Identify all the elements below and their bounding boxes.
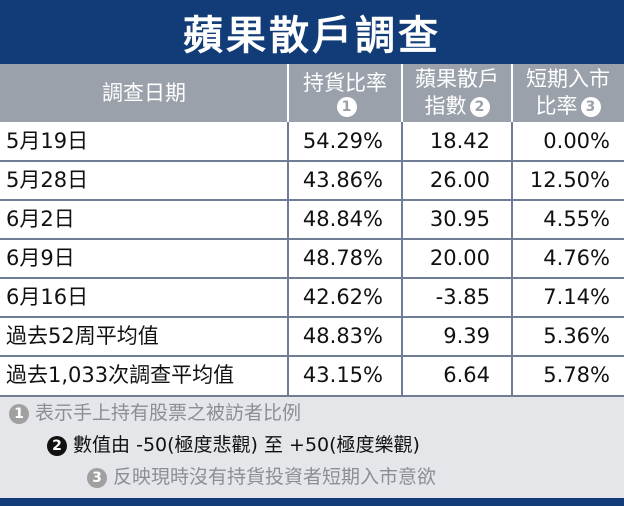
row-divider xyxy=(0,277,624,279)
cell-holding: 54.29% xyxy=(302,129,383,153)
cell-short: 4.76% xyxy=(543,246,610,270)
badge-2-icon: 2 xyxy=(469,97,490,117)
badge-1-icon: 1 xyxy=(9,403,29,424)
footnotes: 1 表示手上持有股票之被訪者比例 2 數值由 -50(極度悲觀) 至 +50(極… xyxy=(0,397,624,498)
badge-2-icon: 2 xyxy=(47,435,67,456)
header-divider xyxy=(511,64,513,122)
table-row: 6月2日 48.84% 30.95 4.55% xyxy=(0,200,624,239)
header-divider xyxy=(401,64,403,122)
cell-holding: 43.86% xyxy=(302,168,383,192)
cell-index: 26.00 xyxy=(429,168,490,192)
cell-short: 0.00% xyxy=(543,129,610,153)
cell-date: 6月2日 xyxy=(6,207,75,231)
row-divider xyxy=(0,199,624,201)
badge-3-icon: 3 xyxy=(580,97,601,117)
footnote-text: 反映現時沒有持貨投資者短期入市意欲 xyxy=(113,466,437,488)
footnote-1: 1 表示手上持有股票之被訪者比例 xyxy=(6,399,301,427)
table-row: 6月9日 48.78% 20.00 4.76% xyxy=(0,239,624,278)
cell-short: 5.78% xyxy=(543,363,610,387)
footnote-text: 數值由 -50(極度悲觀) 至 +50(極度樂觀) xyxy=(73,434,420,456)
column-divider xyxy=(287,122,289,397)
cell-holding: 48.78% xyxy=(302,246,383,270)
header-index: 蘋果散戶 指數 2 xyxy=(402,64,512,122)
header-holding: 持貨比率 1 xyxy=(288,64,402,122)
bottom-bar xyxy=(0,498,624,506)
cell-index: 6.64 xyxy=(443,363,490,387)
cell-index: -3.85 xyxy=(435,285,490,309)
footnote-text: 表示手上持有股票之被訪者比例 xyxy=(35,402,302,424)
title-bar: 蘋果散戶調查 xyxy=(0,0,624,64)
row-divider xyxy=(0,355,624,357)
column-divider xyxy=(511,122,513,397)
table-title: 蘋果散戶調查 xyxy=(183,13,441,59)
cell-holding: 48.84% xyxy=(302,207,383,231)
header-index-line2: 指數 xyxy=(424,94,467,118)
cell-short: 5.36% xyxy=(543,324,610,348)
cell-index: 18.42 xyxy=(429,129,490,153)
header-short: 短期入市 比率 3 xyxy=(512,64,624,122)
cell-date: 6月9日 xyxy=(6,246,75,270)
header-short-line2: 比率 xyxy=(535,94,578,118)
cell-index: 20.00 xyxy=(429,246,490,270)
header-index-line1: 蘋果散戶 xyxy=(415,67,499,91)
row-divider xyxy=(0,238,624,240)
table-row: 過去1,033次調查平均值 43.15% 6.64 5.78% xyxy=(0,356,624,395)
badge-1-icon: 1 xyxy=(336,96,357,117)
cell-short: 4.55% xyxy=(543,207,610,231)
row-divider xyxy=(0,316,624,318)
cell-date: 5月28日 xyxy=(6,168,89,192)
table-row: 6月16日 42.62% -3.85 7.14% xyxy=(0,278,624,317)
cell-date: 過去1,033次調查平均值 xyxy=(6,363,235,387)
badge-3-icon: 3 xyxy=(87,467,107,488)
cell-index: 30.95 xyxy=(429,207,490,231)
cell-holding: 48.83% xyxy=(302,324,383,348)
cell-date: 過去52周平均值 xyxy=(6,324,159,348)
header-short-line1: 短期入市 xyxy=(526,67,610,91)
cell-holding: 43.15% xyxy=(302,363,383,387)
cell-date: 5月19日 xyxy=(6,129,89,153)
header-date-label: 調查日期 xyxy=(102,80,186,105)
cell-short: 12.50% xyxy=(529,168,610,192)
table-row: 5月19日 54.29% 18.42 0.00% xyxy=(0,122,624,161)
table-row: 過去52周平均值 48.83% 9.39 5.36% xyxy=(0,317,624,356)
row-divider xyxy=(0,395,624,397)
cell-short: 7.14% xyxy=(543,285,610,309)
footnote-2: 2 數值由 -50(極度悲觀) 至 +50(極度樂觀) xyxy=(44,431,420,459)
cell-holding: 42.62% xyxy=(302,285,383,309)
cell-date: 6月16日 xyxy=(6,285,89,309)
cell-index: 9.39 xyxy=(443,324,490,348)
footnote-3: 3 反映現時沒有持貨投資者短期入市意欲 xyxy=(84,463,436,491)
column-divider xyxy=(401,122,403,397)
header-date: 調查日期 xyxy=(0,64,288,122)
table-row: 5月28日 43.86% 26.00 12.50% xyxy=(0,161,624,200)
header-divider xyxy=(287,64,289,122)
row-divider xyxy=(0,160,624,162)
header-holding-label: 持貨比率 xyxy=(303,70,387,95)
